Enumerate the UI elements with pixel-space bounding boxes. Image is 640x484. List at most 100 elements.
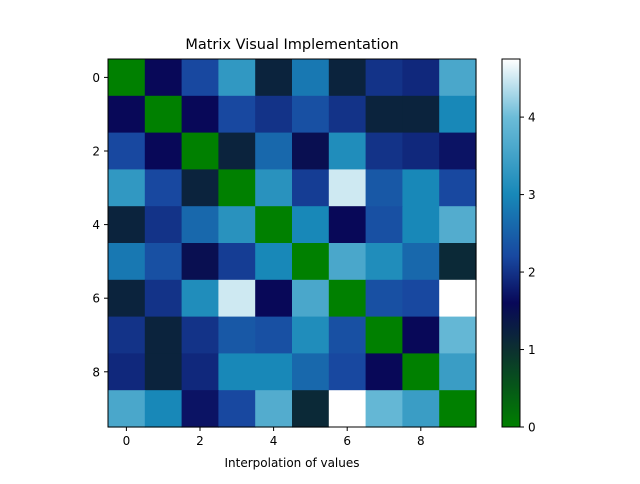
heatmap-cell [402, 279, 440, 318]
heatmap-cell [328, 169, 367, 207]
colorbar-tick-label: 0 [528, 421, 536, 435]
heatmap-cell [108, 316, 146, 354]
x-tick-label: 8 [417, 434, 425, 448]
heatmap-cell [108, 206, 146, 244]
x-tick-label: 6 [343, 434, 351, 448]
x-tick-label: 4 [270, 434, 278, 448]
heatmap-cell [144, 243, 183, 281]
y-tick-label: 4 [92, 218, 100, 232]
heatmap-cell [292, 206, 330, 244]
heatmap-cell [402, 132, 440, 170]
heatmap-cell [181, 59, 219, 97]
heatmap-cell [365, 316, 403, 354]
heatmap-cell [328, 132, 367, 170]
heatmap-cell [181, 390, 219, 428]
heatmap-cell [292, 243, 330, 281]
x-axis-ticks: 0 2 4 6 8 [123, 427, 425, 448]
heatmap-cell [365, 243, 403, 281]
heatmap-cell [181, 206, 219, 244]
colorbar-tick-label: 3 [528, 188, 536, 202]
colorbar-ticks: 0 1 2 3 4 [520, 111, 536, 435]
colorbar-tick-label: 4 [528, 111, 536, 125]
heatmap-cell [365, 132, 403, 170]
heatmap-cell [328, 353, 367, 391]
heatmap-cell [439, 132, 477, 170]
heatmap-cell [218, 59, 256, 97]
heatmap-cell [328, 390, 367, 428]
heatmap-cell [439, 59, 477, 97]
heatmap-cell [108, 243, 146, 281]
heatmap-cell [328, 95, 367, 134]
heatmap-cell [255, 169, 293, 207]
y-tick-label: 0 [92, 71, 100, 85]
heatmap-cell [144, 206, 183, 244]
heatmap-cell [402, 390, 440, 428]
heatmap-cell [218, 169, 256, 207]
heatmap-cell [108, 59, 146, 97]
heatmap-cell [402, 169, 440, 207]
heatmap-cell [108, 132, 146, 170]
heatmap-cell [328, 279, 367, 318]
y-axis-ticks: 0 2 4 6 8 [92, 71, 108, 379]
heatmap-cell [439, 206, 477, 244]
heatmap-cell [181, 169, 219, 207]
heatmap-cell [365, 353, 403, 391]
heatmap-cell [255, 243, 293, 281]
heatmap-cell [181, 95, 219, 134]
colorbar-tick-label: 1 [528, 343, 536, 357]
heatmap-cell [218, 132, 256, 170]
heatmap-cell [439, 390, 477, 428]
heatmap-cell [144, 59, 183, 97]
heatmap-cell [328, 316, 367, 354]
heatmap-cell [439, 316, 477, 354]
heatmap-cell [402, 353, 440, 391]
heatmap-cell [365, 169, 403, 207]
heatmap-cell [328, 59, 367, 97]
chart-title: Matrix Visual Implementation [185, 37, 398, 53]
heatmap-cell [328, 243, 367, 281]
heatmap-cell [218, 243, 256, 281]
heatmap-cell [439, 169, 477, 207]
heatmap-cell [181, 279, 219, 318]
heatmap-cell [181, 243, 219, 281]
heatmap-cell [108, 353, 146, 391]
heatmap-cell [328, 206, 367, 244]
heatmap-cell [292, 353, 330, 391]
heatmap-cell [255, 132, 293, 170]
heatmap-cell [402, 206, 440, 244]
heatmap-cell [292, 59, 330, 97]
heatmap-cell [365, 95, 403, 134]
axes-frame [107, 58, 477, 428]
heatmap-cell [402, 59, 440, 97]
heatmap-cell [365, 59, 403, 97]
heatmap-cell [255, 95, 293, 134]
heatmap-cell [402, 95, 440, 134]
heatmap-cell [292, 279, 330, 318]
heatmap-cell [218, 390, 256, 428]
heatmap-cell [144, 316, 183, 354]
heatmap-cell [292, 169, 330, 207]
heatmap-cell [218, 206, 256, 244]
y-tick-label: 2 [92, 145, 100, 159]
heatmap-cell [144, 353, 183, 391]
heatmap-cell [292, 390, 330, 428]
y-tick-label: 6 [92, 292, 100, 306]
heatmap-cell [108, 390, 146, 428]
heatmap-cell [218, 353, 256, 391]
heatmap-cell [218, 316, 256, 354]
heatmap-cell [402, 316, 440, 354]
x-tick-label: 2 [196, 434, 204, 448]
heatmap-cell [439, 353, 477, 391]
heatmap-cell [181, 132, 219, 170]
x-tick-label: 0 [123, 434, 131, 448]
y-tick-label: 8 [92, 365, 100, 379]
heatmap-cell [255, 316, 293, 354]
heatmap-cell [255, 59, 293, 97]
heatmap-cell [255, 353, 293, 391]
heatmap-cell [218, 279, 256, 318]
heatmap-cell [439, 243, 477, 281]
heatmap-cell [365, 279, 403, 318]
heatmap-cell [292, 132, 330, 170]
